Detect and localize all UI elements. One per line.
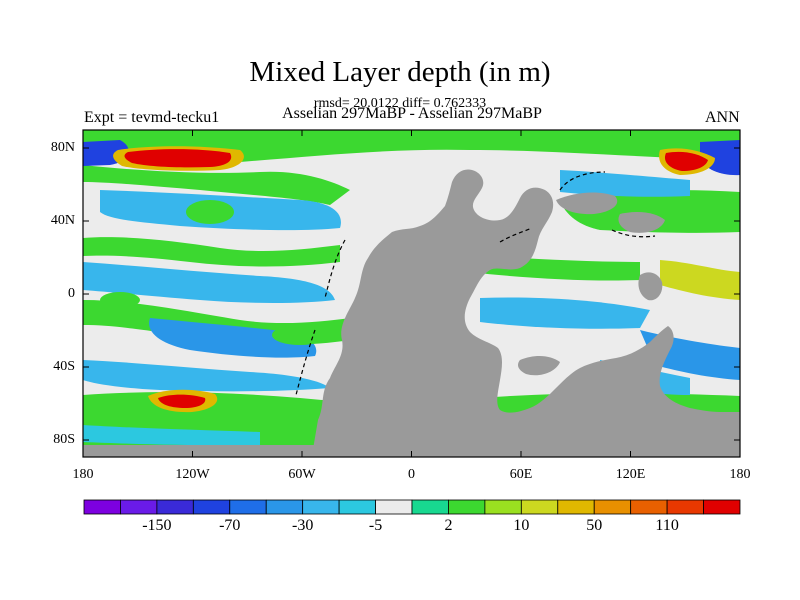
colorbar-swatch xyxy=(557,499,595,515)
colorbar-swatch xyxy=(229,499,267,515)
colorbar-label: -150 xyxy=(142,517,172,534)
colorbar xyxy=(83,499,741,515)
experiment-label: Expt = tevmd-tecku1 xyxy=(84,109,220,126)
northern-island xyxy=(556,192,618,215)
colorbar-swatch xyxy=(156,499,194,515)
colorbar-swatch xyxy=(265,499,304,515)
colorbar-swatch xyxy=(83,499,121,515)
red-arctic-east xyxy=(664,151,708,171)
colorbar-swatch xyxy=(593,499,632,515)
coastline-dashes xyxy=(295,171,656,396)
colorbar-label: -70 xyxy=(219,517,241,534)
colorbar-label: -30 xyxy=(291,517,314,534)
lat-tick-label: 0 xyxy=(68,286,75,301)
green-patch-3 xyxy=(100,292,140,308)
lon-tick-label: 60W xyxy=(288,467,316,482)
blue-north-east xyxy=(560,170,690,197)
colorbar-label: 110 xyxy=(655,517,679,534)
colorbar-label: 50 xyxy=(586,517,603,534)
green-band-subtropical xyxy=(83,237,340,267)
colorbar-swatch xyxy=(703,499,741,515)
colorbar-swatch xyxy=(411,499,449,515)
lon-tick-label: 0 xyxy=(408,467,415,482)
colorbar-swatch xyxy=(630,499,668,515)
colorbar-swatch xyxy=(520,499,559,515)
lat-tick-label: 80N xyxy=(50,140,75,155)
colorbar-label: 2 xyxy=(444,517,453,534)
green-patch-1 xyxy=(186,200,234,224)
green-patch-2 xyxy=(272,325,328,345)
colorbar-swatch xyxy=(448,499,486,515)
cyan-southern-band xyxy=(83,425,260,446)
blue-equatorial-pacific xyxy=(83,262,335,303)
map-field xyxy=(83,130,740,457)
lat-tick-label: 40S xyxy=(53,359,75,374)
lon-tick-label: 120W xyxy=(175,467,210,482)
stats-text: rmsd= 20.0122 diff= 0.762333 xyxy=(313,96,487,111)
equatorial-island xyxy=(638,272,663,301)
south-island xyxy=(518,356,560,376)
lon-tick-label: 60E xyxy=(509,467,533,482)
colorbar-swatch xyxy=(666,499,704,515)
colorbar-swatch xyxy=(484,499,522,515)
red-south-pacific xyxy=(158,394,206,408)
yellow-patch-east xyxy=(660,260,740,300)
pangaea-landmass xyxy=(312,169,740,457)
colorbar-swatch xyxy=(338,499,376,515)
red-arctic-west xyxy=(124,149,232,168)
blue-south-band xyxy=(83,360,330,392)
colorbar-label: 10 xyxy=(513,517,530,534)
axis-ticks xyxy=(82,130,741,457)
lon-tick-label: 120E xyxy=(615,467,646,482)
colorbar-swatch xyxy=(302,499,340,515)
colorbar-label: -5 xyxy=(368,517,383,534)
lat-tick-label: 40N xyxy=(50,213,75,228)
colorbar-swatch xyxy=(375,499,413,515)
season-label: ANN xyxy=(705,109,740,126)
blue-indian-ocean xyxy=(480,297,650,329)
runs-label: Asselian 297MaBP - Asselian 297MaBP xyxy=(282,105,542,122)
lon-tick-label: 180 xyxy=(72,467,94,482)
colorbar-swatch xyxy=(192,499,231,515)
green-band-north-pacific xyxy=(83,165,350,205)
lon-tick-label: 180 xyxy=(729,467,751,482)
colorbar-swatch xyxy=(120,499,158,515)
blue-south-pacific xyxy=(149,318,317,358)
lat-tick-label: 80S xyxy=(53,432,75,447)
east-island xyxy=(618,212,665,233)
map-title: Mixed Layer depth (in m) xyxy=(249,56,551,88)
north-green-band xyxy=(83,130,740,166)
